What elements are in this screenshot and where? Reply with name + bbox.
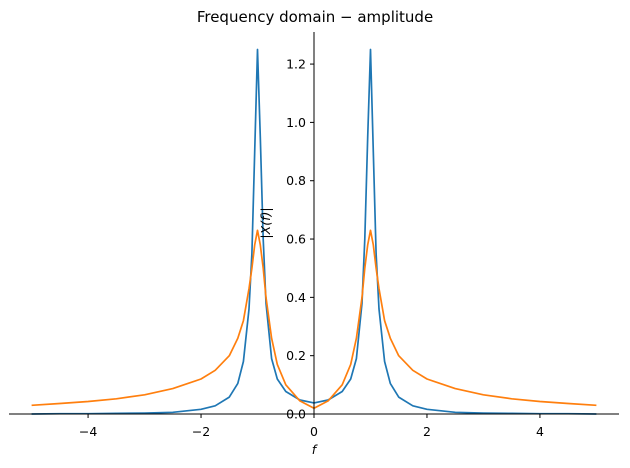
y-tick-label: 0.6 — [286, 232, 306, 247]
chart-title: Frequency domain − amplitude — [197, 8, 433, 26]
y-tick-label: 1.2 — [286, 57, 306, 72]
y-tick-label: 0.8 — [286, 173, 306, 188]
y-tick-label: 0.4 — [286, 290, 306, 305]
x-tick-label: −4 — [79, 424, 97, 439]
x-tick-label: 0 — [310, 424, 318, 439]
x-ticks: −4 −2 0 2 4 — [79, 414, 544, 439]
x-tick-label: −2 — [192, 424, 210, 439]
y-tick-label: 0.0 — [286, 407, 306, 422]
x-tick-label: 2 — [423, 424, 431, 439]
x-axis-label: f — [312, 442, 318, 457]
axes-layer — [9, 32, 619, 415]
x-tick-label: 4 — [536, 424, 544, 439]
y-tick-label: 1.0 — [286, 115, 306, 130]
y-axis-label: |X(f)| — [258, 207, 273, 238]
y-tick-label: 0.2 — [286, 348, 306, 363]
y-ticks: 0.0 0.2 0.4 0.6 0.8 1.0 1.2 — [286, 57, 314, 422]
